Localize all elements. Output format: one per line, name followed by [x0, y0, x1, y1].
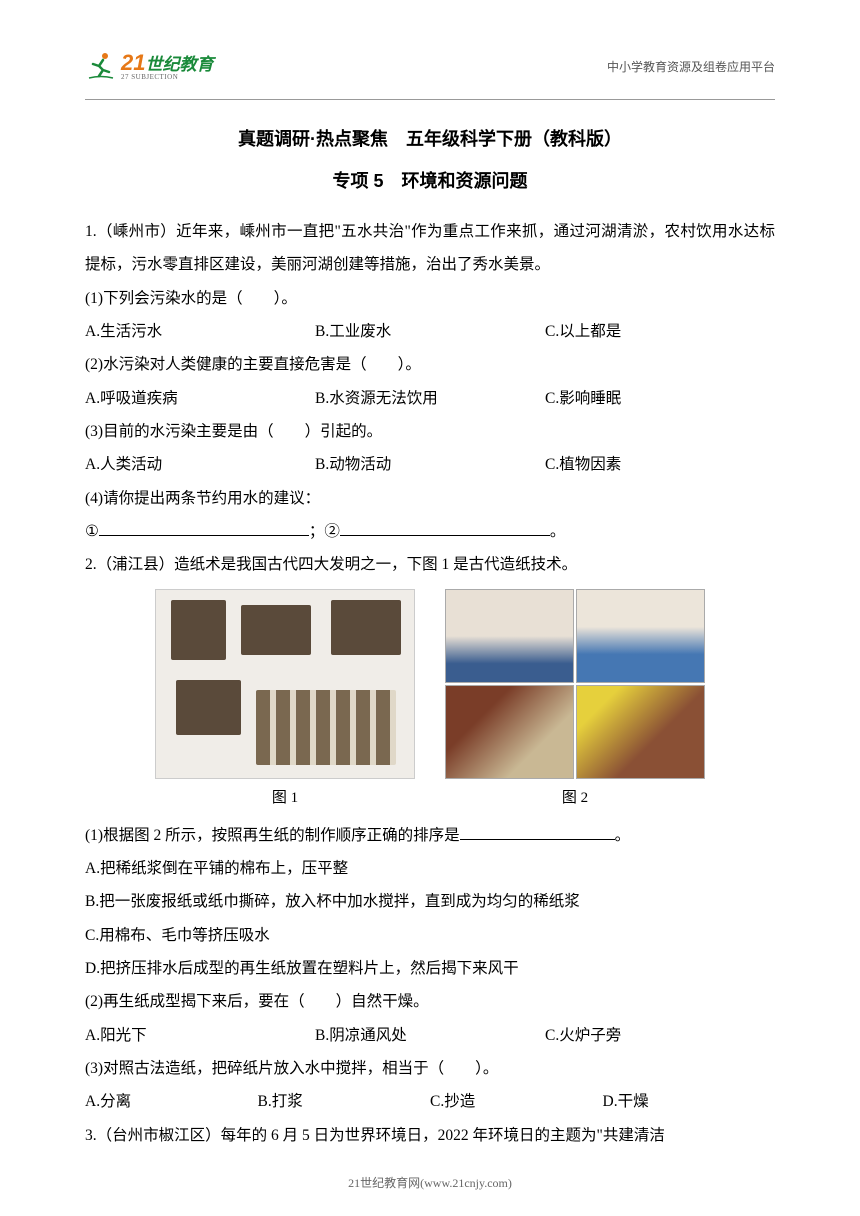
figure-2-caption: 图 2	[562, 782, 588, 814]
q2-sub1-d: D.把挤压排水后成型的再生纸放置在塑料片上，然后揭下来风干	[85, 952, 775, 985]
option-c: C.火炉子旁	[545, 1019, 775, 1052]
option-a: A.分离	[85, 1085, 258, 1118]
q2-sub1-b: B.把一张废报纸或纸巾撕碎，放入杯中加水搅拌，直到成为均匀的稀纸浆	[85, 885, 775, 918]
logo: 21 世纪教育 27 SUBJECTION	[85, 50, 213, 82]
option-c: C.植物因素	[545, 448, 775, 481]
blank-separator: ；②	[309, 523, 340, 540]
q2-sub1-c: C.用棉布、毛巾等挤压吸水	[85, 919, 775, 952]
option-a: A.呼吸道疾病	[85, 382, 315, 415]
option-c: C.以上都是	[545, 315, 775, 348]
q2-sub2: (2)再生纸成型揭下来后，要在（ ）自然干燥。	[85, 985, 775, 1018]
sub-title: 专项 5 环境和资源问题	[85, 167, 775, 193]
header-divider	[85, 99, 775, 100]
option-a: A.人类活动	[85, 448, 315, 481]
figure-2-cell	[576, 685, 705, 779]
option-b: B.水资源无法饮用	[315, 382, 545, 415]
q1-sub3-options: A.人类活动 B.动物活动 C.植物因素	[85, 448, 775, 481]
page-footer: 21世纪教育网(www.21cnjy.com)	[0, 1174, 860, 1191]
figure-row: 图 1 图 2	[85, 589, 775, 814]
figure-2-cell	[445, 589, 574, 683]
q2-sub3: (3)对照古法造纸，把碎纸片放入水中搅拌，相当于（ ）。	[85, 1052, 775, 1085]
figure-2-cell	[576, 589, 705, 683]
option-a: A.阳光下	[85, 1019, 315, 1052]
figure-1-caption: 图 1	[272, 782, 298, 814]
q1-sub1: (1)下列会污染水的是（ ）。	[85, 282, 775, 315]
figure-1-container: 图 1	[155, 589, 415, 814]
fill-blank-2[interactable]	[340, 520, 550, 536]
fill-blank-3[interactable]	[460, 824, 615, 840]
q2-sub3-options: A.分离 B.打浆 C.抄造 D.干燥	[85, 1085, 775, 1118]
figure-2-container: 图 2	[445, 589, 705, 814]
option-b: B.打浆	[258, 1085, 431, 1118]
main-title: 真题调研·热点聚焦 五年级科学下册（教科版）	[85, 125, 775, 151]
q1-stem: 1.（嵊州市）近年来，嵊州市一直把"五水共治"作为重点工作来抓，通过河湖清淤，农…	[85, 215, 775, 282]
option-b: B.阴凉通风处	[315, 1019, 545, 1052]
q2-stem: 2.（浦江县）造纸术是我国古代四大发明之一，下图 1 是古代造纸技术。	[85, 548, 775, 581]
fill-blank-1[interactable]	[99, 520, 309, 536]
q1-sub4: (4)请你提出两条节约用水的建议：	[85, 482, 775, 515]
logo-number: 21	[121, 52, 145, 74]
figure-1-image	[155, 589, 415, 779]
option-a: A.生活污水	[85, 315, 315, 348]
option-c: C.影响睡眠	[545, 382, 775, 415]
q1-sub4-blanks: ① ；② 。	[85, 515, 775, 548]
q2-sub2-options: A.阳光下 B.阴凉通风处 C.火炉子旁	[85, 1019, 775, 1052]
blank-prefix-1: ①	[85, 523, 99, 540]
q3-stem: 3.（台州市椒江区）每年的 6 月 5 日为世界环境日，2022 年环境日的主题…	[85, 1119, 775, 1152]
logo-text: 21 世纪教育 27 SUBJECTION	[121, 52, 213, 81]
q1-sub1-options: A.生活污水 B.工业废水 C.以上都是	[85, 315, 775, 348]
q2-sub1-end: 。	[615, 827, 631, 844]
blank-end: 。	[550, 523, 566, 540]
page-header: 21 世纪教育 27 SUBJECTION 中小学教育资源及组卷应用平台	[85, 50, 775, 87]
option-d: D.干燥	[603, 1085, 776, 1118]
logo-chinese: 世纪教育	[145, 56, 213, 73]
runner-icon	[85, 50, 117, 82]
option-c: C.抄造	[430, 1085, 603, 1118]
q1-sub3: (3)目前的水污染主要是由（ ）引起的。	[85, 415, 775, 448]
q2-sub1-text: (1)根据图 2 所示，按照再生纸的制作顺序正确的排序是	[85, 827, 460, 844]
q2-sub1: (1)根据图 2 所示，按照再生纸的制作顺序正确的排序是 。	[85, 819, 775, 852]
q1-sub2-options: A.呼吸道疾病 B.水资源无法饮用 C.影响睡眠	[85, 382, 775, 415]
figure-2-image	[445, 589, 705, 779]
header-platform-text: 中小学教育资源及组卷应用平台	[607, 58, 775, 75]
option-b: B.动物活动	[315, 448, 545, 481]
document-content: 1.（嵊州市）近年来，嵊州市一直把"五水共治"作为重点工作来抓，通过河湖清淤，农…	[85, 215, 775, 1152]
footer-text: 21世纪教育网(www.21cnjy.com)	[348, 1176, 512, 1190]
figure-2-cell	[445, 685, 574, 779]
q2-sub1-a: A.把稀纸浆倒在平铺的棉布上，压平整	[85, 852, 775, 885]
option-b: B.工业废水	[315, 315, 545, 348]
q1-sub2: (2)水污染对人类健康的主要直接危害是（ ）。	[85, 348, 775, 381]
logo-subtitle: 27 SUBJECTION	[121, 74, 213, 81]
